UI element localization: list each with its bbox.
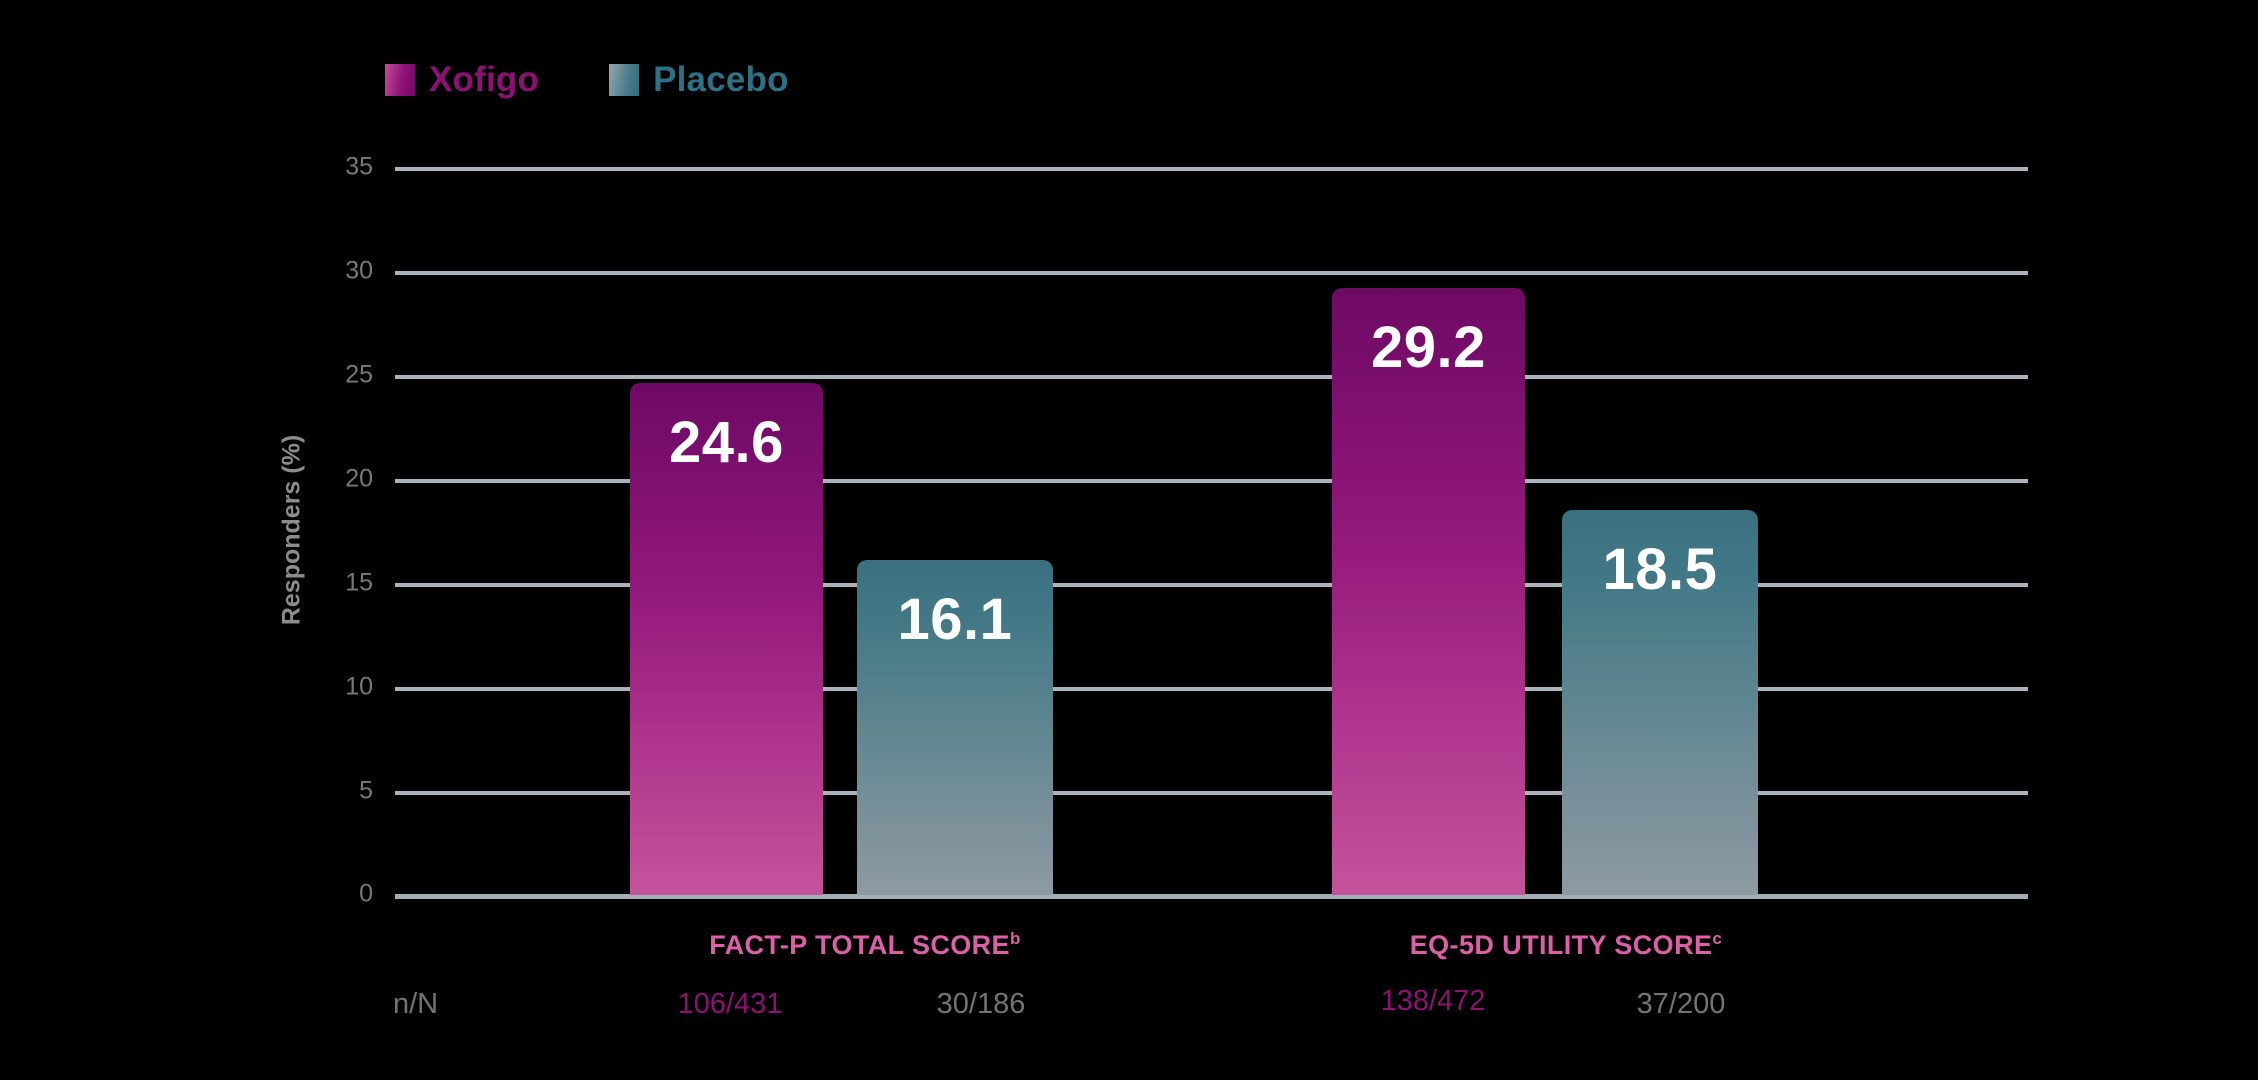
legend-swatch-icon-placebo — [609, 64, 640, 96]
y-tick-label-35: 35 — [345, 152, 373, 181]
bar-xofigo-eq-5d[interactable]: 29.2 — [1332, 288, 1525, 895]
y-tick-label-25: 25 — [345, 360, 373, 389]
bar-placebo-fact-p[interactable]: 16.1 — [857, 560, 1053, 895]
gridline-15: 15 — [345, 569, 2028, 597]
bar-value-label: 29.2 — [1371, 315, 1486, 380]
gridline-5: 5 — [359, 777, 2028, 805]
legend-item-xofigo: Xofigo — [385, 60, 539, 100]
nn-value-xofigo-eq-5d: 138/472 — [1380, 985, 1486, 1017]
y-tick-label-5: 5 — [359, 776, 373, 805]
bar-value-label: 24.6 — [669, 410, 784, 475]
category-label-fact-p: FACT-P TOTAL SCOREb — [709, 930, 1021, 961]
bar-value-label: 18.5 — [1602, 537, 1718, 602]
bar-placebo-eq-5d[interactable]: 18.5 — [1562, 510, 1758, 895]
legend-label-xofigo: Xofigo — [429, 60, 540, 99]
gridline-25: 25 — [345, 361, 2028, 389]
gridline-35: 35 — [345, 153, 2028, 181]
nn-value-placebo-fact-p: 30/186 — [936, 988, 1026, 1020]
gridline-10: 10 — [345, 673, 2028, 701]
y-tick-label-15: 15 — [345, 568, 373, 597]
nn-value-placebo-eq-5d: 37/200 — [1636, 988, 1726, 1020]
y-tick-label-10: 10 — [345, 672, 373, 701]
category-label-text: FACT-P TOTAL SCORE — [709, 930, 1010, 960]
chart-legend: Xofigo Placebo — [385, 60, 789, 100]
category-footnote: c — [1712, 929, 1723, 948]
legend-label-placebo: Placebo — [653, 60, 789, 99]
nn-row-label: n/N — [393, 988, 439, 1020]
legend-item-placebo: Placebo — [609, 60, 789, 100]
category-footnote: b — [1009, 929, 1021, 948]
y-tick-label-0: 0 — [359, 879, 373, 908]
plot-area: 35 30 25 20 15 10 5 0 24.6 — [345, 153, 2028, 908]
category-label-eq-5d: EQ-5D UTILITY SCOREc — [1410, 930, 1723, 961]
y-tick-label-20: 20 — [345, 464, 373, 493]
axis-baseline-0: 0 — [359, 880, 2028, 908]
bar-value-label: 16.1 — [897, 587, 1013, 652]
bar-xofigo-fact-p[interactable]: 24.6 — [630, 383, 823, 895]
gridline-20: 20 — [345, 465, 2028, 493]
legend-swatch-icon-xofigo — [385, 64, 415, 96]
y-axis-title: Responders (%) — [277, 434, 306, 626]
gridline-30: 30 — [345, 257, 2028, 285]
nn-value-xofigo-fact-p: 106/431 — [677, 988, 783, 1020]
y-tick-label-30: 30 — [345, 256, 373, 285]
category-label-text: EQ-5D UTILITY SCORE — [1409, 930, 1713, 960]
